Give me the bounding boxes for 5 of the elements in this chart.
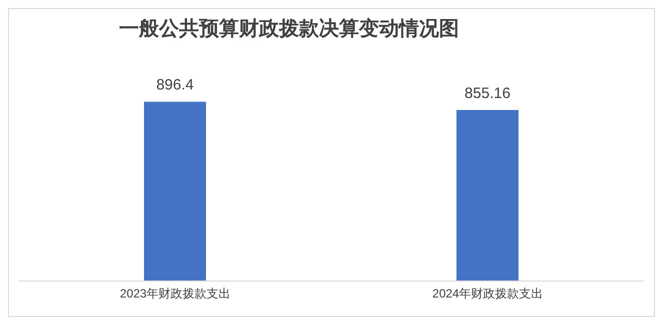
x-tick-label: 2023年财政拨款支出	[120, 286, 231, 301]
x-tick-label: 2024年财政拨款支出	[432, 286, 544, 301]
chart-title: 一般公共预算财政拨款决算变动情况图	[118, 15, 460, 42]
data-label: 855.16	[464, 84, 510, 102]
data-label: 896.4	[156, 76, 194, 94]
